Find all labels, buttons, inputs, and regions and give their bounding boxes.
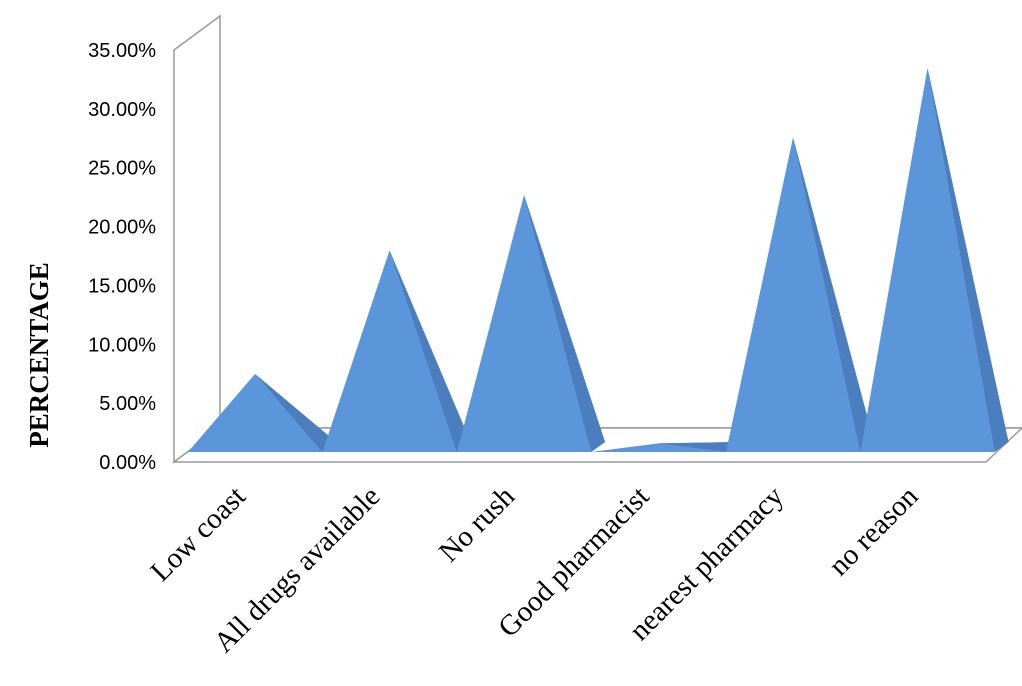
- x-tick-label: Low coast: [144, 480, 251, 587]
- x-tick-label: No rush: [433, 480, 521, 568]
- y-tick-label: 0.00%: [99, 452, 156, 474]
- y-tick-label: 25.00%: [88, 158, 156, 180]
- pyramid-mark: [726, 137, 874, 452]
- y-tick-label: 35.00%: [88, 40, 156, 62]
- y-tick-label: 10.00%: [88, 334, 156, 356]
- back-wall: [173, 14, 221, 464]
- pyramid-front-face: [860, 67, 995, 452]
- pyramid-mark: [860, 67, 1009, 452]
- pyramid-side-face: [255, 373, 336, 452]
- pyramid-mark: [188, 373, 336, 452]
- pyramid-side-face: [389, 250, 471, 452]
- pyramid-front-face: [322, 250, 457, 452]
- y-axis-label: PERCENTAGE: [24, 262, 54, 448]
- pyramid-side-face: [658, 442, 740, 452]
- pyramid-side-face: [524, 195, 605, 452]
- pyramid-front-face: [726, 137, 860, 452]
- y-tick-label: 20.00%: [88, 217, 156, 239]
- y-tick-label: 5.00%: [99, 393, 156, 415]
- pyramid-front-face: [591, 443, 726, 452]
- x-tick-label: no reason: [823, 480, 925, 582]
- y-tick-label: 30.00%: [88, 99, 156, 121]
- pyramid-side-face: [793, 137, 874, 452]
- pyramid-mark: [591, 442, 740, 452]
- y-tick-label: 15.00%: [88, 275, 156, 297]
- pyramid-mark: [457, 195, 605, 452]
- pyramid-mark: [322, 250, 471, 452]
- pyramid-front-face: [188, 373, 322, 452]
- pyramid-front-face: [457, 195, 591, 452]
- pyramid-side-face: [927, 67, 1009, 452]
